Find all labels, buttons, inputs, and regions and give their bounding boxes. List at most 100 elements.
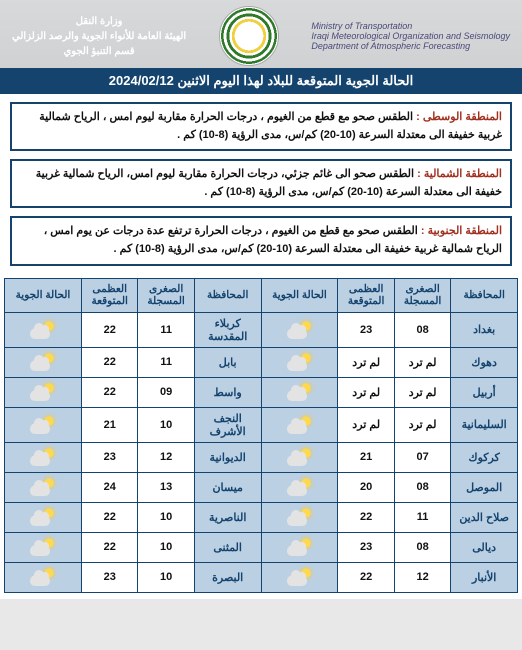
region-box: المنطقة الجنوبية : الطقس صحو مع قطع من ا…	[10, 216, 512, 265]
cell-max: لم ترد	[338, 347, 394, 377]
cell-min: 08	[394, 532, 450, 562]
cell-cond	[261, 407, 338, 442]
partly-cloudy-icon	[287, 448, 313, 466]
table-row: دهوكلم تردلم تردبابل1122	[5, 347, 518, 377]
cell-max: 22	[82, 502, 138, 532]
cell-prov: الناصرية	[194, 502, 261, 532]
col-cond2: الحالة الجوية	[5, 278, 82, 312]
cell-max: 22	[82, 532, 138, 562]
cell-prov: البصرة	[194, 562, 261, 592]
partly-cloudy-icon	[30, 383, 56, 401]
cell-prov: الديوانية	[194, 442, 261, 472]
col-cond: الحالة الجوية	[261, 278, 338, 312]
cell-min: 09	[138, 377, 194, 407]
col-prov2: المحافظة	[194, 278, 261, 312]
table-wrap: المحافظة الصغرى المسجلة العظمى المتوقعة …	[0, 278, 522, 599]
regions: المنطقة الوسطى : الطقس صحو مع قطع من الغ…	[0, 94, 522, 278]
cell-cond	[261, 442, 338, 472]
header-ar-line3: قسم التنبؤ الجوي	[12, 44, 186, 59]
header-ar-line1: وزارة النقل	[12, 14, 186, 29]
cell-prov: بغداد	[451, 312, 518, 347]
partly-cloudy-icon	[287, 508, 313, 526]
cell-max: 22	[338, 562, 394, 592]
cell-min: 10	[138, 532, 194, 562]
header-en-line1: Ministry of Transportation	[311, 21, 510, 31]
header-ar-line2: الهيئة العامة للأنواء الجوية والرصد الزل…	[12, 29, 186, 44]
cell-cond	[261, 347, 338, 377]
cell-prov: صلاح الدين	[451, 502, 518, 532]
cell-prov: الأنبار	[451, 562, 518, 592]
cell-cond	[5, 407, 82, 442]
col-max2: العظمى المتوقعة	[82, 278, 138, 312]
partly-cloudy-icon	[30, 508, 56, 526]
cell-cond	[5, 312, 82, 347]
cell-max: لم ترد	[338, 407, 394, 442]
cell-max: 23	[338, 312, 394, 347]
cell-prov: أربيل	[451, 377, 518, 407]
table-row: الموصل0820ميسان1324	[5, 472, 518, 502]
cell-max: 23	[338, 532, 394, 562]
cell-prov: واسط	[194, 377, 261, 407]
cell-prov: ديالى	[451, 532, 518, 562]
region-box: المنطقة الشمالية : الطقس صحو الى غائم جز…	[10, 159, 512, 208]
ministry-logo-icon	[219, 6, 279, 66]
table-row: كركوك0721الديوانية1223	[5, 442, 518, 472]
cell-cond	[5, 377, 82, 407]
page: Ministry of Transportation Iraqi Meteoro…	[0, 0, 522, 599]
cell-min: 10	[138, 562, 194, 592]
cell-max: لم ترد	[338, 377, 394, 407]
col-min: الصغرى المسجلة	[394, 278, 450, 312]
cell-min: 07	[394, 442, 450, 472]
cell-min: 08	[394, 312, 450, 347]
partly-cloudy-icon	[287, 321, 313, 339]
cell-cond	[5, 532, 82, 562]
cell-cond	[5, 562, 82, 592]
region-name: المنطقة الجنوبية :	[421, 225, 502, 237]
cell-min: 11	[138, 347, 194, 377]
cell-cond	[261, 312, 338, 347]
header-en-line3: Department of Atmospheric Forecasting	[311, 41, 510, 51]
table-row: الأنبار1222البصرة1023	[5, 562, 518, 592]
col-prov: المحافظة	[451, 278, 518, 312]
cell-max: 22	[82, 377, 138, 407]
cell-min: لم ترد	[394, 407, 450, 442]
cell-cond	[261, 502, 338, 532]
header-arabic: وزارة النقل الهيئة العامة للأنواء الجوية…	[12, 14, 186, 59]
partly-cloudy-icon	[30, 478, 56, 496]
partly-cloudy-icon	[287, 538, 313, 556]
cell-prov: الموصل	[451, 472, 518, 502]
page-title: الحالة الجوية المتوقعة للبلاد لهذا اليوم…	[0, 68, 522, 94]
col-min2: الصغرى المسجلة	[138, 278, 194, 312]
partly-cloudy-icon	[287, 353, 313, 371]
partly-cloudy-icon	[287, 383, 313, 401]
cell-cond	[261, 562, 338, 592]
cell-max: 22	[82, 347, 138, 377]
table-row: السليمانيةلم تردلم تردالنجف الأشرف1021	[5, 407, 518, 442]
region-name: المنطقة الوسطى :	[416, 111, 502, 123]
partly-cloudy-icon	[30, 321, 56, 339]
partly-cloudy-icon	[287, 416, 313, 434]
cell-min: 10	[138, 407, 194, 442]
cell-prov: النجف الأشرف	[194, 407, 261, 442]
cell-max: 20	[338, 472, 394, 502]
partly-cloudy-icon	[287, 568, 313, 586]
table-row: صلاح الدين1122الناصرية1022	[5, 502, 518, 532]
forecast-table: المحافظة الصغرى المسجلة العظمى المتوقعة …	[4, 278, 518, 593]
cell-prov: كربلاء المقدسة	[194, 312, 261, 347]
partly-cloudy-icon	[30, 353, 56, 371]
cell-max: 24	[82, 472, 138, 502]
cell-min: 12	[138, 442, 194, 472]
cell-prov: كركوك	[451, 442, 518, 472]
cell-cond	[5, 442, 82, 472]
cell-min: لم ترد	[394, 377, 450, 407]
cell-max: 23	[82, 562, 138, 592]
partly-cloudy-icon	[30, 448, 56, 466]
table-body: بغداد0823كربلاء المقدسة1122دهوكلم تردلم …	[5, 312, 518, 592]
region-box: المنطقة الوسطى : الطقس صحو مع قطع من الغ…	[10, 102, 512, 151]
cell-min: 10	[138, 502, 194, 532]
cell-cond	[5, 502, 82, 532]
table-row: ديالى0823المثنى1022	[5, 532, 518, 562]
partly-cloudy-icon	[287, 478, 313, 496]
table-row: بغداد0823كربلاء المقدسة1122	[5, 312, 518, 347]
cell-min: لم ترد	[394, 347, 450, 377]
